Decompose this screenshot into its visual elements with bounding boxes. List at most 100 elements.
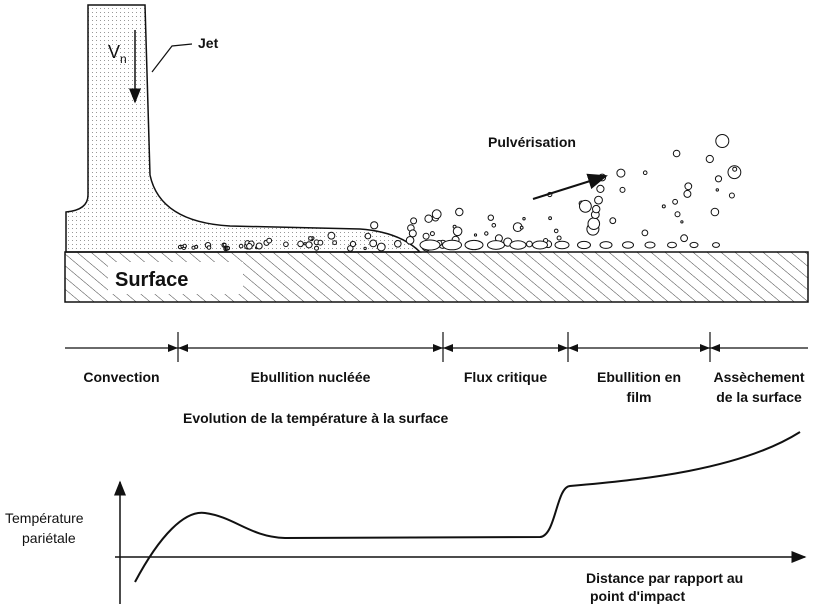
droplet [431, 209, 442, 220]
vapor-pocket [644, 241, 656, 249]
regime-label: Assèchement [713, 369, 804, 385]
droplet [641, 229, 649, 237]
droplet [684, 182, 693, 191]
droplet [548, 216, 552, 221]
vapor-pocket [577, 240, 591, 250]
droplet [180, 244, 184, 249]
velocity-label: Vn [108, 42, 127, 66]
droplet [455, 207, 464, 217]
droplet [683, 189, 692, 198]
droplet [410, 217, 418, 225]
droplet [194, 244, 199, 249]
droplet [642, 170, 648, 175]
droplet [592, 204, 601, 214]
droplet [327, 231, 336, 240]
droplet [408, 229, 417, 238]
jet-leader [151, 43, 193, 73]
droplet [732, 166, 738, 172]
droplet [672, 198, 678, 205]
droplet [727, 165, 742, 180]
droplet [452, 226, 463, 237]
droplet [429, 231, 435, 237]
droplets [177, 134, 742, 252]
vapor-pocket [554, 240, 570, 250]
droplet [522, 217, 526, 221]
droplet [519, 225, 524, 230]
x-axis-label-1: Distance par rapport au [586, 570, 743, 586]
droplet [705, 154, 714, 164]
droplet [680, 234, 688, 243]
droplet [364, 232, 372, 240]
vapor-pocket [487, 240, 505, 250]
droplet [674, 211, 681, 218]
droplet [394, 240, 402, 248]
droplet [619, 186, 626, 193]
droplet [422, 232, 430, 240]
spray-label: Pulvérisation [488, 134, 576, 150]
droplet [238, 243, 244, 249]
droplet [303, 242, 307, 246]
droplet [587, 217, 601, 230]
droplet [526, 240, 533, 248]
droplet [594, 195, 603, 205]
droplet [487, 214, 494, 221]
droplet [297, 240, 304, 248]
graph-title: Evolution de la température à la surface [183, 410, 449, 426]
vapor-pocket [667, 241, 677, 249]
droplet [305, 241, 313, 249]
droplet [246, 243, 253, 250]
y-axis-label-1: Température [5, 510, 84, 526]
droplet [376, 242, 386, 252]
droplet [363, 246, 367, 251]
droplet [473, 233, 478, 237]
vapor-pocket [442, 239, 462, 251]
temperature-curve [134, 431, 801, 583]
droplet [222, 242, 227, 247]
vapor-pocket [464, 239, 484, 251]
regime-label: film [627, 389, 652, 405]
regimes: Convection Ebullition nucléée Flux critiqu… [83, 332, 805, 405]
droplet [556, 235, 562, 241]
vapor-pocket [419, 239, 441, 251]
droplet [314, 245, 319, 251]
velocity-subscript: n [120, 52, 127, 66]
droplet [714, 175, 723, 183]
regime-label: Ebullition nucléée [251, 369, 371, 385]
jet-fluid [65, 4, 422, 253]
surface-label-bg [108, 262, 243, 294]
droplet [616, 168, 626, 178]
droplet [349, 240, 357, 248]
droplet [370, 221, 379, 230]
droplet [491, 223, 497, 228]
velocity-symbol: V [108, 42, 120, 62]
droplet [255, 242, 263, 250]
regime-label: Convection [83, 369, 159, 385]
droplet [672, 149, 681, 158]
droplet [680, 220, 684, 224]
droplet [347, 245, 354, 252]
droplet [369, 239, 378, 248]
vapor-pocket [689, 241, 699, 249]
regime-label: de la surface [716, 389, 802, 405]
droplet [405, 236, 415, 245]
droplet [308, 236, 313, 241]
droplet [609, 217, 617, 225]
x-axis-label-2: point d'impact [590, 588, 685, 604]
droplet [715, 134, 730, 148]
regime-label: Ebullition en [597, 369, 681, 385]
droplet [728, 192, 735, 199]
droplet [710, 207, 720, 217]
droplet [317, 239, 324, 246]
droplet [266, 237, 273, 244]
droplet [283, 241, 289, 248]
vapor-pocket [509, 240, 527, 250]
droplet [226, 246, 230, 250]
droplet [484, 231, 489, 236]
surface-label: Surface [115, 269, 188, 291]
droplet [332, 240, 338, 246]
spray-arrow [532, 173, 608, 200]
droplet [715, 188, 719, 192]
droplet [553, 228, 559, 234]
jet-label: Jet [198, 35, 219, 51]
